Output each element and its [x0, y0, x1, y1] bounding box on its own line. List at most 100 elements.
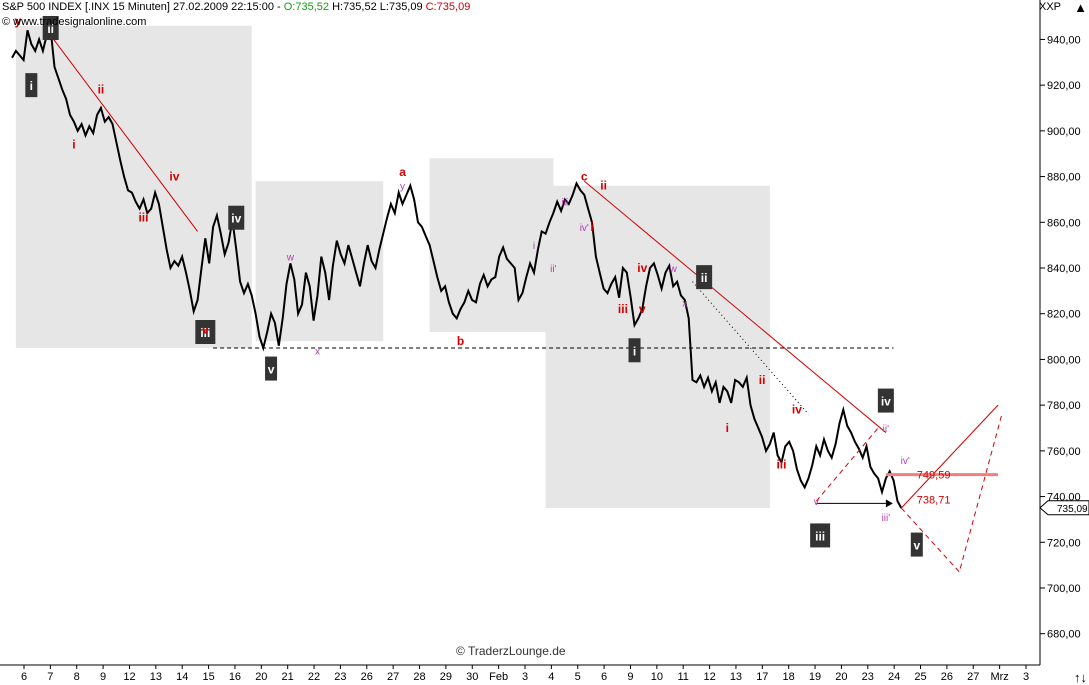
wave-label: v [639, 302, 646, 316]
wave-label: v [814, 497, 819, 508]
wave-label: w [286, 253, 295, 264]
x-tick-label: 9 [627, 671, 633, 683]
wave-label: ii [600, 179, 607, 193]
wave-label: ii [759, 373, 766, 387]
source-credit: © www.tradesignalonline.com [2, 16, 147, 28]
y-tick-label: 940,00 [1047, 34, 1081, 46]
x-tick-label: 13 [730, 671, 742, 683]
x-tick-label: 16 [229, 671, 241, 683]
wave-label: iii [200, 326, 210, 340]
y-tick-label: 820,00 [1047, 309, 1081, 321]
x-tick-label: 3 [1023, 671, 1029, 683]
instrument-name: S&P 500 INDEX [.INX 15 Minuten] [2, 1, 170, 13]
wave-label: i [72, 138, 75, 152]
y-tick-label: 720,00 [1047, 537, 1081, 549]
wave-label-box [195, 320, 216, 344]
wave-label: y [14, 14, 21, 28]
timestamp: 27.02.2009 22:15:00 [173, 1, 274, 13]
x-tick-label: 13 [150, 671, 162, 683]
last-value-label: 735,09 [1057, 504, 1088, 515]
x-tick-label: 6 [21, 671, 27, 683]
x-tick-label: 30 [466, 671, 478, 683]
x-tick-label: Feb [489, 671, 508, 683]
scroll-up-icon[interactable]: ▲ [1074, 0, 1087, 15]
wave-label: a [399, 165, 406, 179]
chart-header: S&P 500 INDEX [.INX 15 Minuten] 27.02.20… [2, 1, 471, 13]
high-value: H:735,52 [332, 1, 377, 13]
wave-label: iii [138, 211, 148, 225]
wave-label: v [913, 539, 920, 553]
scroll-updown-icon[interactable]: ↑↓ [1074, 670, 1087, 685]
x-tick-label: 7 [47, 671, 53, 683]
wave-label: x [682, 298, 687, 309]
trendline-1 [46, 29, 199, 232]
wave-label: b [457, 334, 464, 348]
dotted-line [692, 281, 809, 415]
wave-label: i [590, 220, 593, 234]
y-tick-label: 860,00 [1047, 217, 1081, 229]
y-tick-label: 780,00 [1047, 400, 1081, 412]
wave-label: iv [881, 395, 891, 409]
wave-label: i [533, 241, 535, 252]
open-value: O:735,52 [283, 1, 329, 13]
x-tick-label: 15 [202, 671, 214, 683]
wave-box-3 [545, 185, 770, 508]
y-tick-label: 700,00 [1047, 583, 1081, 595]
x-tick-label: 5 [575, 671, 581, 683]
x-tick-label: 25 [914, 671, 926, 683]
wave-label-box [228, 205, 245, 230]
projection-up [900, 404, 999, 509]
wave-box-0 [15, 25, 252, 348]
wave-label-box [265, 356, 278, 381]
x-tick-label: 21 [282, 671, 294, 683]
x-tick-label: 20 [255, 671, 267, 683]
wave-label: v [202, 323, 209, 337]
x-tick-label: 29 [440, 671, 452, 683]
y-tick-label: 900,00 [1047, 126, 1081, 138]
x-tick-label: 12 [703, 671, 715, 683]
wave-label: ii [47, 22, 54, 36]
wave-label: ii [701, 271, 708, 285]
price-line [11, 27, 903, 509]
y-tick-label: 880,00 [1047, 172, 1081, 184]
x-tick-label: 22 [308, 671, 320, 683]
x-tick-label: 6 [601, 671, 607, 683]
wave-label: y [400, 182, 405, 193]
y-tick-label: 680,00 [1047, 629, 1081, 641]
wave-label: i [726, 421, 729, 435]
wave-label: iii [562, 198, 569, 209]
x-tick-label: 23 [862, 671, 874, 683]
wave-label: iv [169, 170, 179, 184]
watermark: © TraderzLounge.de [456, 644, 566, 658]
trendline-2 [583, 180, 887, 433]
wave-label-box [877, 388, 894, 413]
x-tick-label: 17 [756, 671, 768, 683]
x-tick-label: 19 [809, 671, 821, 683]
x-tick-label: 20 [835, 671, 847, 683]
wave-label: iii [618, 302, 628, 316]
wave-label: ii' [550, 264, 556, 275]
wave-label: iii' [882, 513, 891, 524]
arrow-head [885, 499, 893, 508]
x-tick-label: 10 [651, 671, 663, 683]
wave-label: w [669, 264, 678, 275]
x-tick-label: 11 [677, 671, 688, 683]
wave-label: iv [792, 403, 802, 417]
x-tick-label: 9 [100, 671, 106, 683]
projection-dashed-2 [815, 427, 879, 502]
wave-label-box [628, 338, 641, 363]
x-tick-label: 8 [74, 671, 80, 683]
x-tick-label: 27 [967, 671, 979, 683]
wave-label: iv [637, 261, 647, 275]
wave-label: iii [815, 529, 825, 543]
x-tick-label: Mrz [990, 671, 1008, 683]
price-level-label: 749,59 [917, 470, 951, 482]
x-tick-label: 4 [548, 671, 554, 683]
wave-box-1 [255, 181, 384, 342]
x-tick-label: 23 [334, 671, 346, 683]
wave-label: iv' [901, 456, 910, 467]
x-tick-label: 28 [413, 671, 425, 683]
wave-box-2 [429, 158, 554, 332]
x-tick-label: 26 [361, 671, 373, 683]
